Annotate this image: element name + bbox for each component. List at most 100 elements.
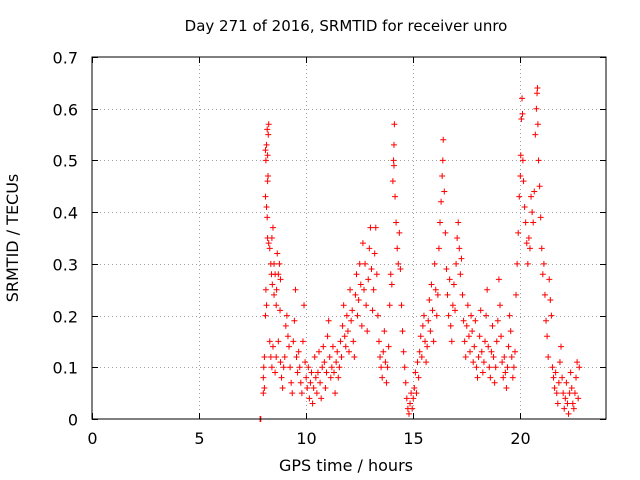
data-point: [340, 302, 347, 309]
data-point: [271, 260, 278, 267]
data-point: [469, 328, 476, 335]
x-tick-label: 20: [510, 429, 530, 448]
data-point: [347, 286, 354, 293]
data-point: [387, 271, 394, 278]
data-point: [439, 172, 446, 179]
y-tick-label: 0.1: [53, 359, 78, 378]
data-point: [338, 353, 345, 360]
data-point: [523, 240, 530, 247]
data-point: [461, 338, 468, 345]
data-point: [539, 271, 546, 278]
data-point: [472, 317, 479, 324]
data-point: [324, 333, 331, 340]
data-point: [327, 374, 334, 381]
data-point: [301, 302, 308, 309]
data-point: [390, 141, 397, 148]
data-point: [385, 343, 392, 350]
data-point: [370, 286, 377, 293]
data-point: [429, 307, 436, 314]
data-point: [261, 384, 268, 391]
data-point: [395, 260, 402, 267]
data-point: [260, 374, 267, 381]
data-point: [408, 390, 415, 397]
data-point: [427, 328, 434, 335]
data-point: [499, 359, 506, 366]
data-point: [279, 384, 286, 391]
data-point: [518, 116, 525, 123]
data-point: [484, 286, 491, 293]
data-point: [298, 390, 305, 397]
data-point: [452, 307, 459, 314]
data-point: [428, 281, 435, 288]
data-point: [420, 312, 427, 319]
data-point: [467, 348, 474, 355]
axes: 0 0.1 0.2 0.3 0.4 0.5 0.6 0.7 0 5 10 15 20: [53, 49, 606, 448]
data-point: [471, 343, 478, 350]
data-point: [546, 276, 553, 283]
data-point: [378, 364, 385, 371]
data-point: [417, 333, 424, 340]
data-point: [543, 317, 550, 324]
data-point: [268, 235, 275, 241]
data-point: [553, 390, 560, 397]
data-point: [460, 317, 467, 324]
data-point: [558, 343, 565, 350]
data-point: [456, 245, 463, 252]
data-point: [266, 245, 273, 252]
data-point: [515, 229, 522, 236]
data-point: [267, 353, 274, 360]
data-point: [565, 410, 572, 417]
x-tick-label: 15: [403, 429, 423, 448]
data-point: [494, 317, 501, 324]
data-point: [481, 338, 488, 345]
data-point: [464, 302, 471, 309]
data-point: [517, 172, 524, 179]
y-axis-label: SRMTID / TECUs: [3, 174, 22, 303]
data-point: [375, 338, 382, 345]
data-point: [446, 276, 453, 283]
data-point: [401, 364, 408, 371]
data-point: [364, 328, 371, 335]
data-point: [496, 302, 503, 309]
data-point: [275, 338, 282, 345]
data-point: [335, 374, 342, 381]
data-point: [321, 359, 328, 366]
data-point: [463, 322, 470, 329]
data-point: [277, 276, 284, 283]
data-point: [563, 379, 570, 386]
chart-title: Day 271 of 2016, SRMTID for receiver unr…: [185, 17, 508, 35]
data-point: [509, 374, 516, 381]
data-point: [283, 312, 290, 319]
data-point: [260, 390, 267, 397]
data-point: [323, 369, 330, 376]
data-point: [396, 229, 403, 236]
data-point: [510, 364, 517, 371]
data-point: [291, 317, 298, 324]
data-point: [519, 110, 526, 117]
data-point: [457, 271, 464, 278]
data-point: [405, 410, 412, 417]
data-point: [392, 193, 399, 200]
data-point: [312, 374, 319, 381]
data-point: [541, 291, 548, 298]
data-point: [407, 400, 414, 407]
data-point: [524, 260, 531, 267]
y-tick-label: 0: [68, 411, 78, 430]
data-point: [566, 390, 573, 397]
data-point: [362, 260, 369, 267]
data-point: [351, 353, 358, 360]
data-point: [349, 307, 356, 314]
data-point: [389, 178, 396, 185]
data-point: [567, 369, 574, 376]
data-point: [367, 224, 374, 231]
data-point: [425, 317, 432, 324]
data-point: [435, 245, 442, 252]
data-point: [388, 281, 395, 288]
data-point: [562, 395, 569, 402]
data-point: [576, 364, 583, 371]
x-tick-label: 10: [296, 429, 316, 448]
data-point: [320, 343, 327, 350]
data-point: [357, 281, 364, 288]
data-point: [415, 374, 422, 381]
data-point: [462, 353, 469, 360]
